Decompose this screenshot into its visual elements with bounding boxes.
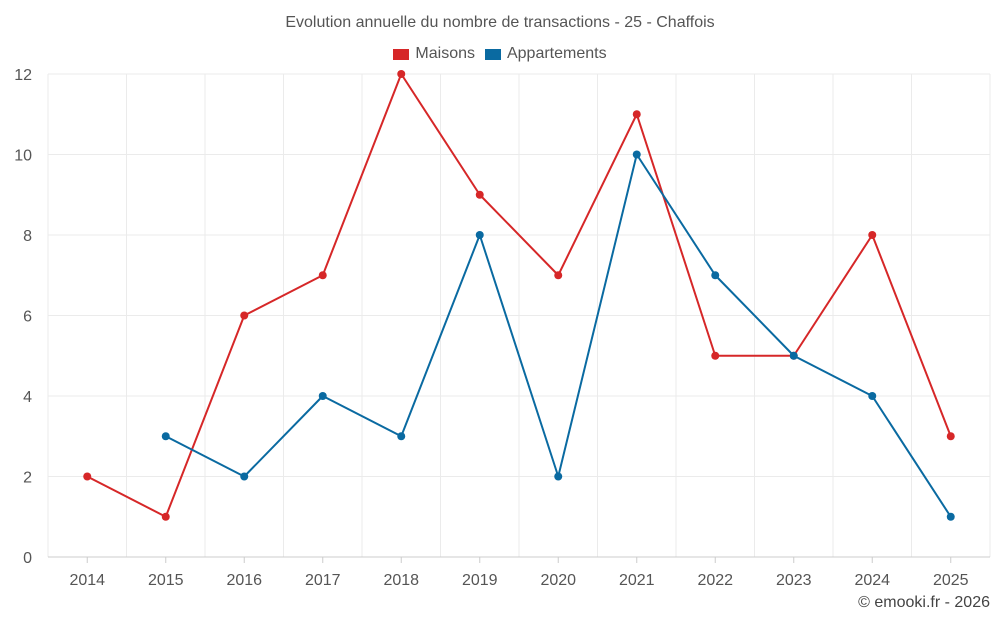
data-point-appartements-2017: [318, 392, 327, 400]
x-tick-label-2022: 2022: [697, 572, 733, 589]
y-tick-label-2: 2: [23, 470, 32, 487]
y-tick-label-0: 0: [23, 550, 32, 567]
y-tick-label-10: 10: [14, 148, 32, 165]
legend-label-appartements: Appartements: [506, 45, 607, 62]
x-tick-label-2018: 2018: [383, 572, 419, 589]
y-tick-label-8: 8: [23, 228, 32, 245]
data-point-maisons-2014: [83, 472, 92, 481]
x-tick-label-2019: 2019: [462, 572, 498, 589]
data-point-appartements-2019: [475, 231, 484, 239]
x-tick-label-2016: 2016: [226, 572, 262, 589]
x-tick-label-2015: 2015: [148, 572, 184, 589]
y-tick-label-4: 4: [23, 389, 32, 406]
series-line-maisons: [86, 73, 952, 518]
x-tick-label-2020: 2020: [540, 572, 576, 589]
chart-title: Evolution annuelle du nombre de transact…: [285, 14, 715, 31]
data-point-maisons-2020: [554, 271, 563, 280]
x-tick-label-2014: 2014: [69, 572, 105, 589]
x-tick-label-2023: 2023: [776, 572, 812, 589]
data-point-maisons-2016: [240, 311, 249, 320]
data-point-appartements-2023: [789, 351, 798, 360]
data-point-appartements-2016: [240, 472, 249, 481]
credit-text: © emooki.fr - 2026: [858, 594, 990, 611]
y-tick-label-6: 6: [23, 309, 32, 326]
legend-label-maisons: Maisons: [415, 45, 475, 62]
data-point-appartements-2025: [946, 512, 955, 521]
data-point-appartements-2021: [632, 150, 641, 159]
legend-item-appartements[interactable]: Appartements: [484, 45, 607, 63]
y-tick-label-12: 12: [14, 67, 32, 84]
data-point-appartements-2022: [711, 271, 720, 280]
legend-swatch-appartements: [484, 48, 501, 60]
data-point-appartements-2024: [868, 392, 877, 400]
data-point-maisons-2022: [711, 351, 720, 360]
legend-item-maisons[interactable]: Maisons: [393, 45, 475, 63]
data-point-maisons-2017: [318, 271, 327, 280]
data-point-maisons-2024: [868, 231, 877, 239]
data-point-maisons-2019: [475, 190, 484, 199]
x-tick-label-2017: 2017: [305, 572, 341, 589]
data-point-appartements-2020: [554, 472, 563, 481]
x-tick-label-2025: 2025: [933, 572, 969, 589]
chart-legend: Maisons Appartements: [0, 45, 1000, 63]
x-tick-label-2024: 2024: [854, 572, 890, 589]
data-point-maisons-2025: [946, 432, 955, 441]
x-tick-label-2021: 2021: [619, 572, 655, 589]
data-point-maisons-2021: [632, 110, 641, 119]
data-point-maisons-2018: [397, 70, 406, 78]
data-point-maisons-2015: [161, 512, 170, 521]
data-point-appartements-2015: [161, 432, 170, 441]
data-point-appartements-2018: [397, 432, 406, 441]
legend-swatch-maisons: [393, 48, 410, 60]
